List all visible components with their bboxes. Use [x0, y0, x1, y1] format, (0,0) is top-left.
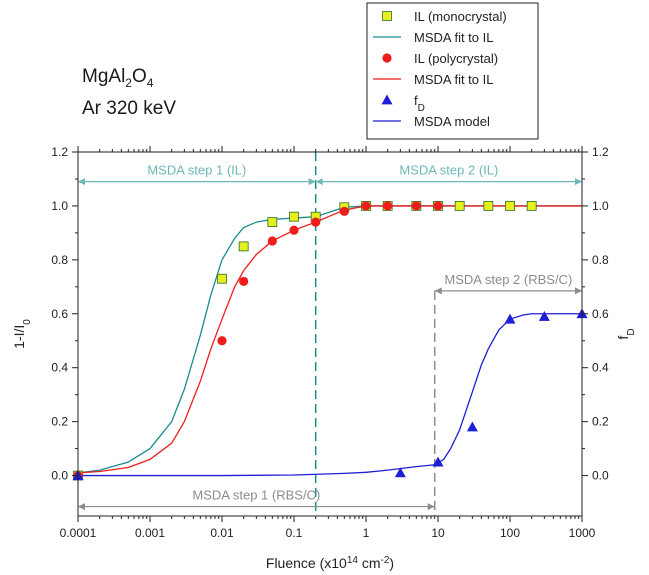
y2-tick-label: 1.2 [592, 145, 609, 159]
data-point [538, 310, 550, 321]
legend-label: MSDA fit to IL [414, 72, 493, 87]
y2-tick-label: 0.2 [592, 415, 609, 429]
material-formula: MgAl2O4 [82, 66, 154, 90]
x-tick-label: 0.01 [210, 526, 234, 540]
data-point [383, 201, 393, 211]
y-axis-label: 1-I/I0 [11, 319, 33, 349]
arrow-head [575, 287, 582, 295]
data-point [267, 236, 277, 246]
y-tick-label: 1.0 [51, 199, 68, 213]
data-point [454, 201, 465, 211]
data-point [289, 225, 299, 235]
annotation-label: MSDA step 2 (RBS/C) [444, 272, 572, 287]
fit-curve [78, 205, 582, 474]
y-tick-label: 0.4 [51, 361, 68, 375]
data-point [238, 241, 249, 252]
y-tick-label: 0.2 [51, 415, 68, 429]
fit-curve [78, 313, 582, 477]
x-tick-label: 10 [431, 526, 445, 540]
y-tick-label: 0.8 [51, 253, 68, 267]
legend-symbol [382, 11, 392, 21]
x-axis-label: Fluence (x1014 cm-2) [266, 555, 394, 572]
data-point [526, 201, 537, 211]
legend-label: MSDA model [414, 114, 490, 129]
plot-frame [77, 151, 583, 517]
fit-curves [78, 205, 582, 477]
data-point [394, 467, 406, 478]
arrow-head [315, 178, 323, 186]
x-tick-label: 100 [500, 526, 520, 540]
legend-symbol [381, 94, 393, 105]
y-tick-label: 0.6 [51, 307, 68, 321]
data-point [411, 201, 421, 211]
y2-axis-label: fD [615, 328, 637, 339]
y-tick-label: 0.0 [51, 469, 68, 483]
legend-label: MSDA fit to IL [414, 30, 493, 45]
data-point [466, 421, 478, 432]
y2-tick-label: 0.8 [592, 253, 609, 267]
y2-tick-label: 0.4 [592, 361, 609, 375]
annotation-label: MSDA step 1 (IL) [147, 163, 246, 178]
data-point [289, 211, 299, 222]
x-tick-label: 1 [363, 526, 370, 540]
data-point [505, 201, 515, 211]
x-tick-label: 1000 [569, 526, 596, 540]
material-annotation: MgAl2O4 Ar 320 keV [82, 64, 176, 122]
data-point [217, 273, 227, 284]
data-point [483, 201, 494, 211]
step-annotations: MSDA step 1 (IL) MSDA step 2 (IL) MSDA ste… [78, 163, 582, 511]
y2-tick-label: 0.0 [592, 469, 609, 483]
arrow-head [78, 503, 85, 511]
legend-box [366, 2, 539, 140]
legend: IL (monocrystal) MSDA fit to IL IL (polycr… [366, 2, 539, 140]
data-point [433, 201, 443, 211]
annotation-label: MSDA step 1 (RBS/C) [192, 488, 320, 503]
data-markers [72, 201, 588, 481]
data-point [239, 276, 249, 287]
x-tick-label: 0.1 [286, 526, 303, 540]
arrow-head [575, 178, 582, 186]
data-point [267, 217, 278, 228]
data-point [361, 201, 371, 211]
legend-label: IL (monocrystal) [414, 9, 507, 24]
arrow-head [427, 503, 435, 511]
x-tick-label: 0.001 [135, 526, 165, 540]
data-point [339, 206, 349, 216]
x-tick-label: 0.0001 [60, 526, 97, 540]
data-point [504, 313, 516, 324]
axes: 0.0001 0.001 0.01 0.1 1 10 100 1000 0.0 0.0 0.2 0.2… [11, 145, 637, 571]
legend-label: IL (polycrystal) [414, 51, 498, 66]
arrow-head [434, 287, 442, 295]
fit-curve [78, 205, 582, 474]
y2-tick-label: 1.0 [592, 199, 609, 213]
legend-label: fD [414, 93, 425, 114]
data-point [432, 456, 444, 467]
beam-condition: Ar 320 keV [82, 97, 176, 119]
arrow-head [308, 178, 316, 186]
y-tick-label: 1.2 [51, 145, 68, 159]
arrow-head [78, 178, 85, 186]
y2-tick-label: 0.6 [592, 307, 609, 321]
data-point [217, 336, 227, 346]
annotation-label: MSDA step 2 (IL) [399, 163, 498, 178]
data-point [311, 217, 321, 227]
legend-symbol [382, 53, 392, 63]
